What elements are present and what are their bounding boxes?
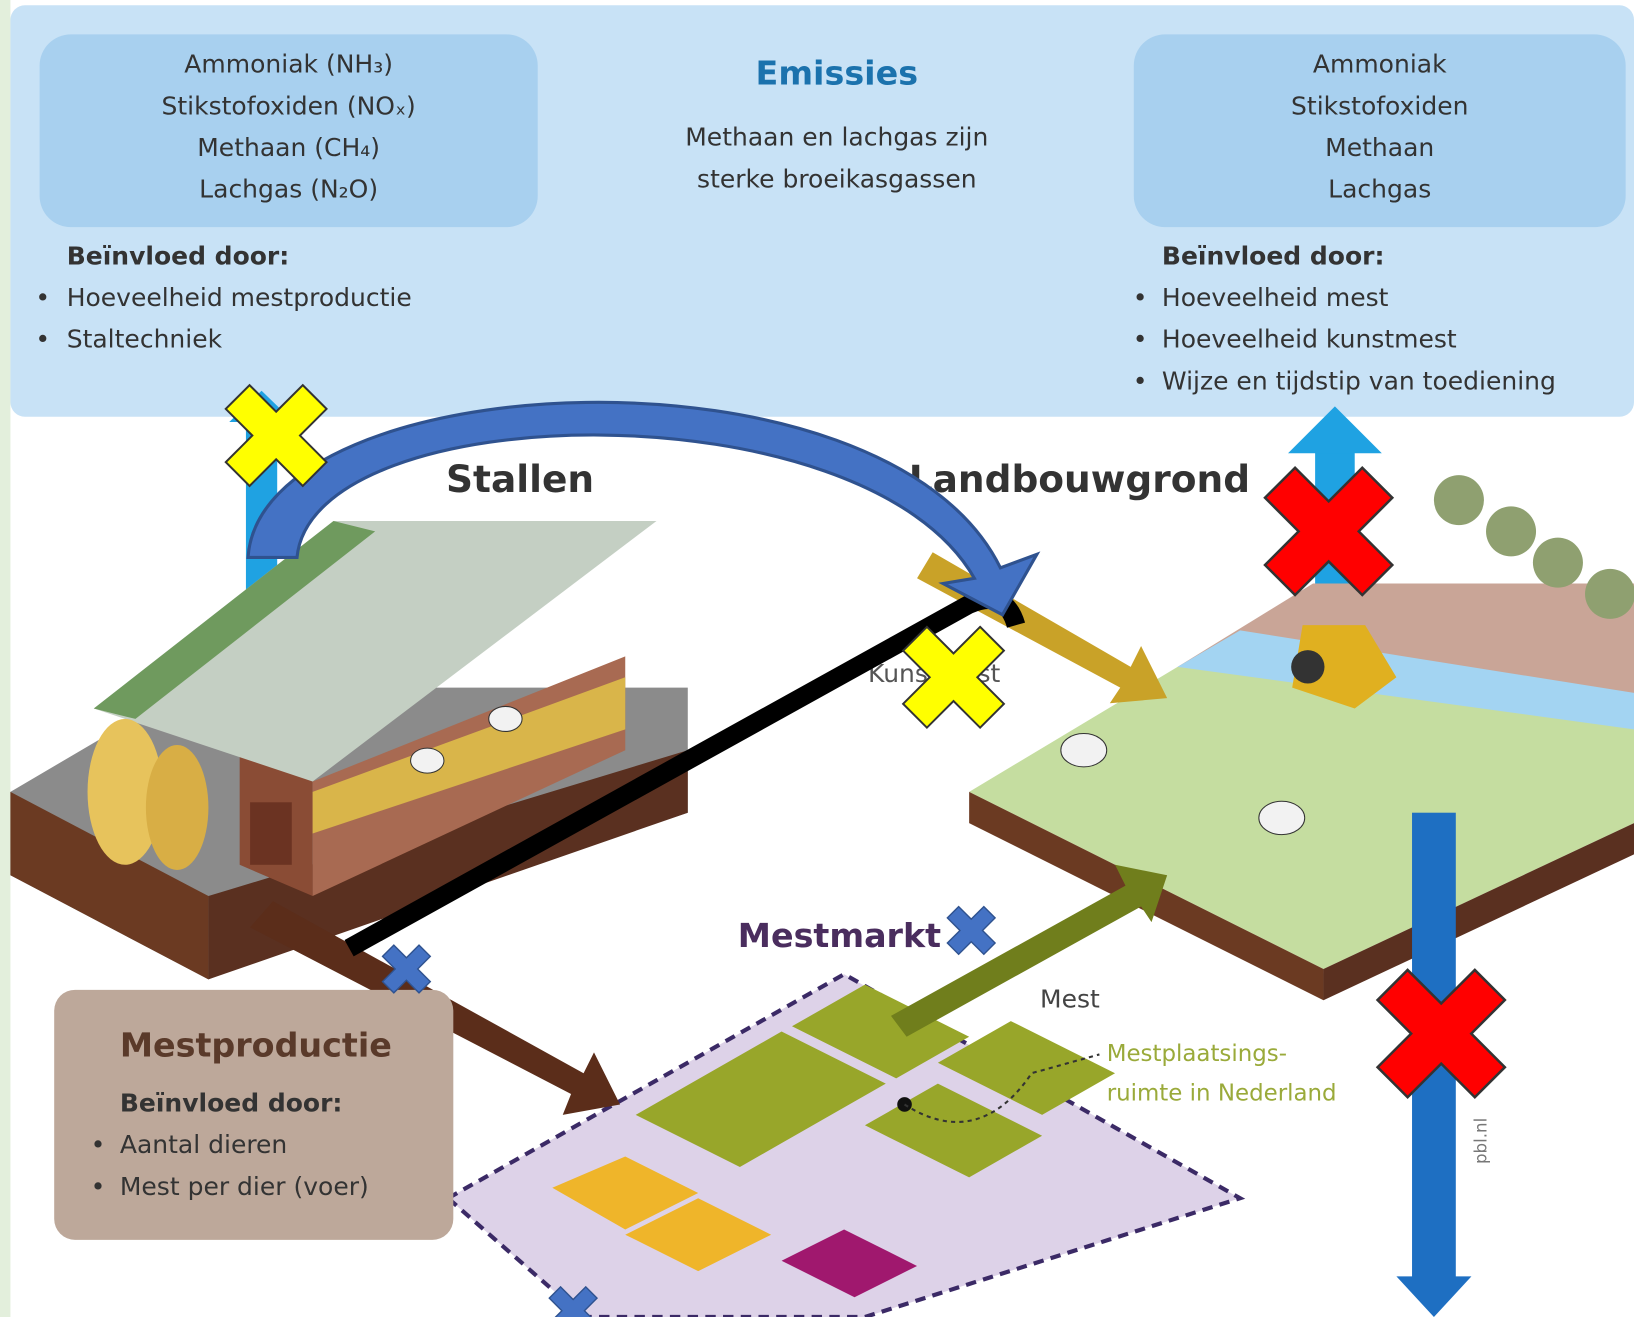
gas-label: Stikstofoxiden xyxy=(1291,91,1468,120)
left-border xyxy=(0,0,10,1317)
tree xyxy=(1434,475,1484,525)
emissions-title: Emissies xyxy=(756,54,918,93)
source-label: pbl.nl xyxy=(1471,1118,1490,1164)
influence-heading: Beïnvloed door: xyxy=(67,241,290,270)
influence-item: Staltechniek xyxy=(67,325,223,354)
bullet: • xyxy=(1133,325,1148,354)
diagram: Ammoniak (NH₃) Stikstofoxiden (NOₓ) Meth… xyxy=(0,0,1634,1317)
tractor-wheel xyxy=(1291,650,1324,683)
gas-label: Lachgas xyxy=(1328,175,1431,204)
mestmarkt-label: Mestmarkt xyxy=(738,916,941,955)
mestproductie-title: Mestproductie xyxy=(120,1026,392,1065)
influence-item: Aantal dieren xyxy=(120,1130,287,1159)
silo xyxy=(146,745,209,870)
tree xyxy=(1533,538,1583,588)
cow xyxy=(489,706,522,731)
emissions-note: sterke broeikasgassen xyxy=(697,164,976,193)
bullet: • xyxy=(91,1172,106,1201)
influence-heading: Beïnvloed door: xyxy=(1162,241,1385,270)
bullet: • xyxy=(35,283,50,312)
tree xyxy=(1486,506,1536,556)
mestruimte-label: Mestplaatsings- xyxy=(1107,1041,1287,1067)
page: Ammoniak (NH₃) Stikstofoxiden (NOₓ) Meth… xyxy=(0,0,1634,1317)
landbouwgrond-label: Landbouwgrond xyxy=(909,457,1250,501)
gas-label: Ammoniak (NH₃) xyxy=(184,50,393,79)
influence-item: Mest per dier (voer) xyxy=(120,1172,369,1201)
influence-heading: Beïnvloed door: xyxy=(120,1088,343,1117)
gas-label: Lachgas (N₂O) xyxy=(199,175,378,204)
tree xyxy=(1585,569,1634,619)
influence-item: Hoeveelheid mestproductie xyxy=(67,283,412,312)
mest-label: Mest xyxy=(1040,984,1100,1013)
influence-item: Hoeveelheid mest xyxy=(1162,283,1389,312)
emissions-note: Methaan en lachgas zijn xyxy=(685,123,988,152)
influence-item: Wijze en tijdstip van toediening xyxy=(1162,366,1556,395)
bullet: • xyxy=(1133,283,1148,312)
gas-label: Methaan (CH₄) xyxy=(197,133,380,162)
bullet: • xyxy=(91,1130,106,1159)
cow xyxy=(1061,734,1107,767)
mestruimte-label: ruimte in Nederland xyxy=(1107,1081,1337,1107)
bullet: • xyxy=(1133,366,1148,395)
gas-label: Methaan xyxy=(1325,133,1434,162)
gas-label: Stikstofoxiden (NOₓ) xyxy=(161,91,415,120)
gas-label: Ammoniak xyxy=(1313,50,1447,79)
barn-door xyxy=(250,802,292,865)
stallen-label: Stallen xyxy=(446,457,594,501)
cow xyxy=(411,748,444,773)
cow xyxy=(1259,801,1305,834)
bullet: • xyxy=(35,325,50,354)
influence-item: Hoeveelheid kunstmest xyxy=(1162,325,1457,354)
